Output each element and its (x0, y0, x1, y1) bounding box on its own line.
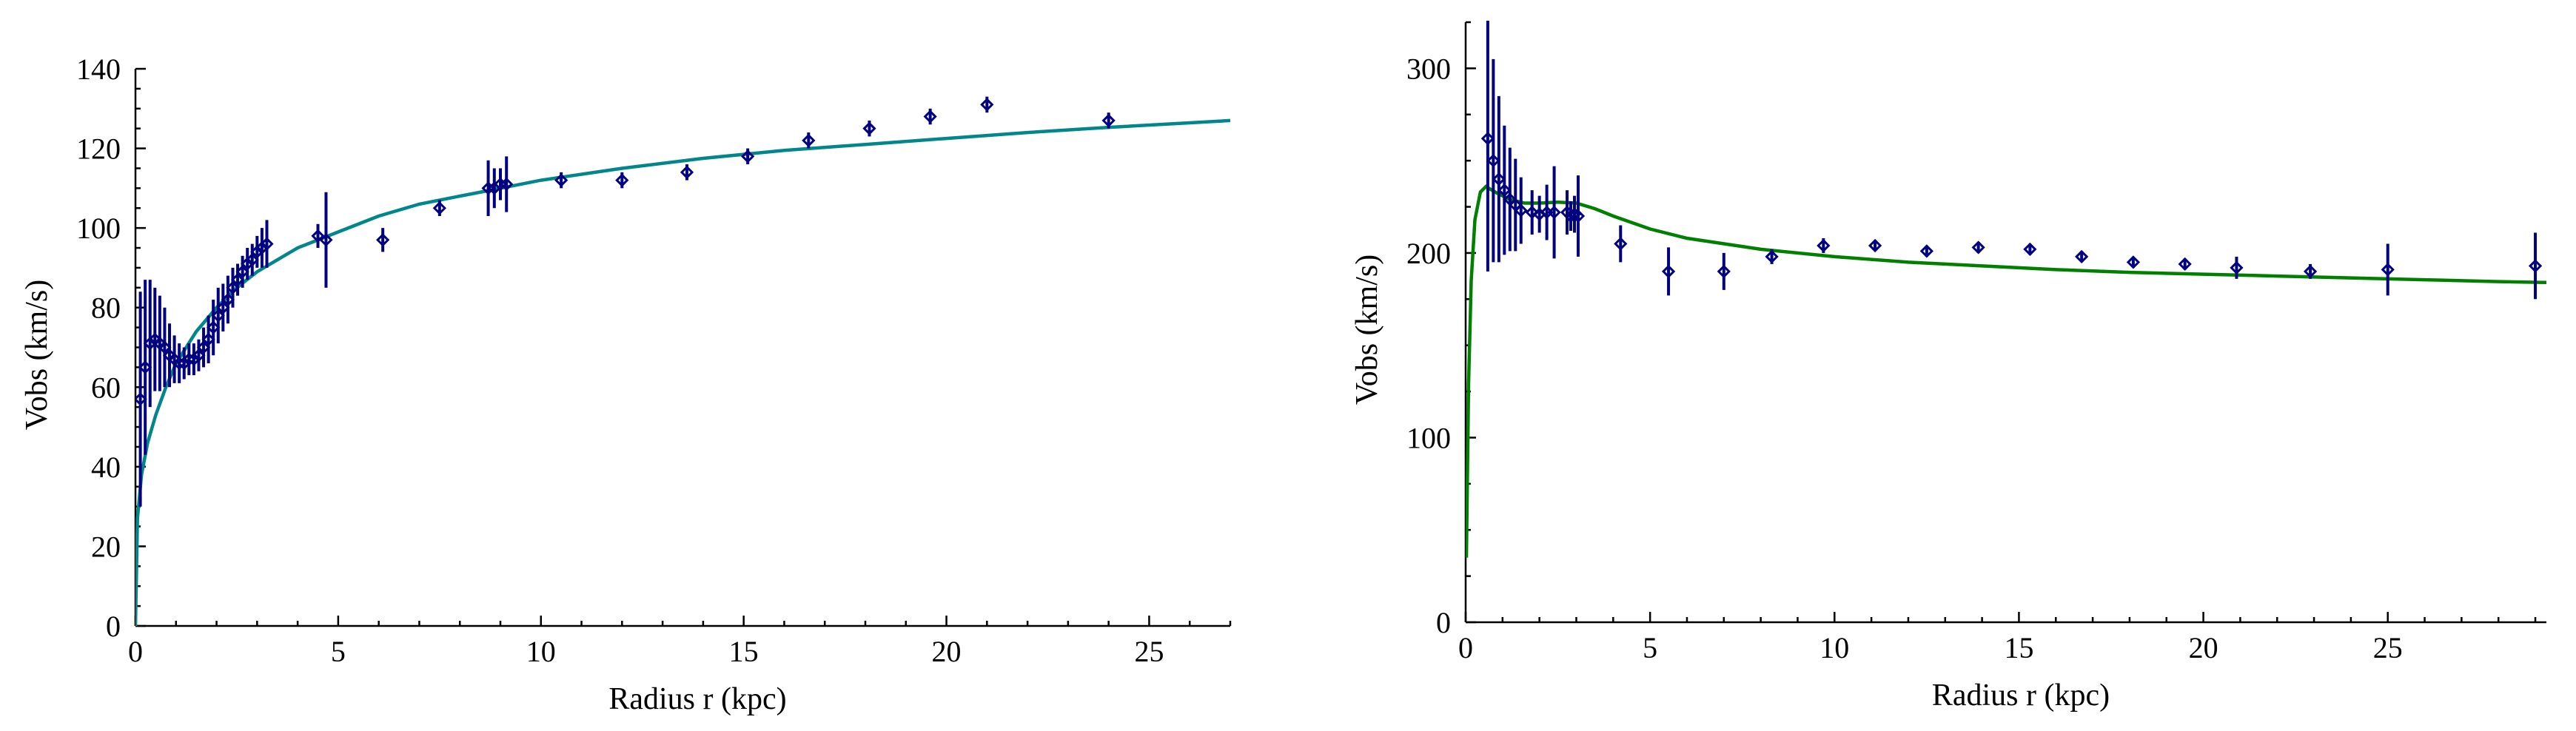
data-point (2178, 257, 2192, 272)
y-tick-label: 300 (1406, 52, 1451, 85)
data-point (1497, 183, 1512, 198)
data-point (376, 233, 390, 247)
x-tick-label: 20 (2189, 631, 2218, 664)
data-point (500, 177, 514, 192)
data-point (2126, 255, 2141, 269)
data-point (1717, 264, 1731, 278)
data-point (1919, 244, 1933, 258)
data-point (741, 149, 755, 164)
data-point (923, 110, 937, 124)
x-tick-label: 25 (2373, 631, 2403, 664)
data-point (1765, 249, 1779, 264)
data-point (1492, 172, 1506, 186)
y-tick-label: 120 (76, 132, 121, 166)
data-point (2528, 259, 2543, 273)
y-tick-label: 80 (91, 292, 121, 325)
data-point (680, 165, 694, 179)
data-point (1661, 264, 1676, 278)
y-tick-label: 0 (1436, 606, 1451, 639)
data-point (2023, 242, 2037, 257)
fit-curve (135, 118, 1231, 626)
data-point (1480, 132, 1495, 146)
data-point (554, 173, 568, 187)
y-axis-title: Vobs (km/s) (20, 280, 54, 430)
x-tick-label: 5 (1643, 631, 1657, 664)
data-point (980, 98, 994, 112)
data-point (1547, 205, 1561, 220)
x-tick-label: 20 (932, 635, 962, 668)
y-tick-label: 0 (106, 610, 121, 643)
rotation-curve-chart-left: 0 5 10 15 20 25 0 20 40 60 80 100 120 140 Radius r (kp… (20, 53, 1232, 716)
data-point (260, 237, 274, 251)
data-point (615, 173, 629, 187)
data-point (432, 201, 446, 215)
data-point (1514, 203, 1528, 218)
data-point (1571, 209, 1586, 223)
data-point (2075, 249, 2089, 264)
data-point (2381, 263, 2395, 277)
y-tick-label: 40 (91, 451, 121, 484)
y-tick-label: 140 (76, 53, 121, 86)
y-tick-label: 60 (91, 371, 121, 404)
x-tick-label: 10 (526, 635, 556, 668)
data-point (1101, 113, 1116, 128)
data-point (1486, 154, 1500, 168)
plot-area (135, 96, 1231, 626)
data-point (1971, 240, 1985, 255)
data-point (2230, 260, 2244, 275)
data-point (1868, 238, 1882, 253)
data-point (862, 121, 876, 135)
data-point (311, 229, 325, 243)
data-point (1525, 205, 1539, 220)
plot-area (1466, 21, 2547, 558)
y-tick-label: 100 (76, 212, 121, 245)
fit-curve (1466, 184, 2547, 558)
x-tick-label: 10 (1819, 631, 1849, 664)
rotation-curve-chart-right: 0 5 10 15 20 25 0 100 200 300 Radius r (kpc) Vobs (… (1350, 21, 2547, 713)
x-tick-label: 15 (2004, 631, 2033, 664)
x-tick-label: 0 (128, 635, 143, 668)
x-axis-title: Radius r (kpc) (608, 682, 786, 716)
data-point (1614, 237, 1628, 251)
x-tick-label: 0 (1458, 631, 1473, 664)
data-point (802, 133, 816, 147)
y-axis-title: Vobs (km/s) (1350, 255, 1384, 405)
x-tick-label: 15 (729, 635, 759, 668)
y-tick-label: 200 (1406, 237, 1451, 270)
x-tick-label: 25 (1134, 635, 1164, 668)
y-tick-label: 100 (1406, 421, 1451, 454)
data-point (319, 233, 333, 247)
y-tick-label: 20 (91, 530, 121, 563)
data-point (2303, 264, 2318, 278)
data-point (1817, 238, 1831, 253)
x-tick-label: 5 (331, 635, 346, 668)
x-axis-title: Radius r (kpc) (1932, 678, 2110, 713)
